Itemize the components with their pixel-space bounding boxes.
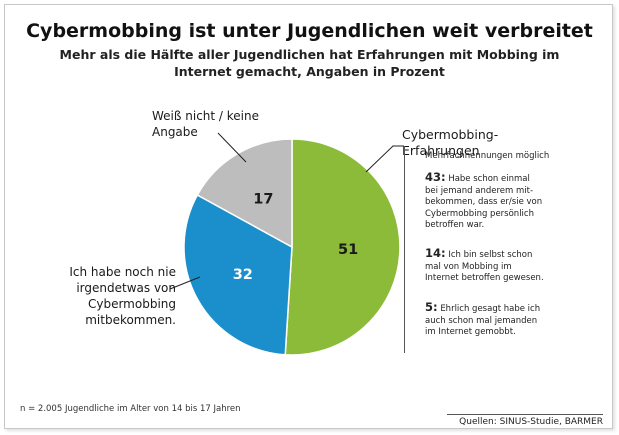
slice-value-none: 32 <box>233 267 253 283</box>
slice-value-cyber: 51 <box>338 242 358 258</box>
leader-line-none <box>169 276 201 290</box>
detail-value: 14: <box>425 246 446 260</box>
detail-text: Ich bin selbst schon mal von Mobbing im … <box>425 250 544 283</box>
detail-text: Ehrlich gesagt habe ich auch schon mal j… <box>425 304 541 337</box>
detail-value: 5: <box>425 300 438 314</box>
slice-value-unknown: 17 <box>253 192 273 208</box>
legend-label-none: Ich habe noch nie irgendetwas von Cyberm… <box>69 265 176 327</box>
pie-slice-none <box>183 193 293 356</box>
detail-item: 14: Ich bin selbst schon mal von Mobbing… <box>425 246 545 285</box>
detail-text: Habe schon einmal bei jemand anderem mit… <box>425 174 543 230</box>
source-note: Quellen: SINUS-Studie, BARMER <box>447 414 603 427</box>
chart-title: Cybermobbing ist unter Jugendlichen weit… <box>26 20 593 42</box>
leader-line-cyber <box>365 145 404 173</box>
legend-label-cyber: Cybermobbing-Erfahrungen <box>402 127 499 158</box>
leader-line-unknown <box>217 132 247 163</box>
chart-subtitle: Mehr als die Hälfte aller Jugendlichen h… <box>59 47 560 79</box>
pie-slice-unknown <box>196 138 293 249</box>
legend-label-unknown: Weiß nicht / keine Angabe <box>152 109 259 139</box>
details-note: Mehrfachnennungen möglich <box>425 151 550 161</box>
details-panel <box>404 146 555 353</box>
footnote: n = 2.005 Jugendliche im Alter von 14 bi… <box>20 404 241 414</box>
detail-item: 43: Habe schon einmal bei jemand anderem… <box>425 170 545 232</box>
detail-value: 43: <box>425 170 446 184</box>
detail-item: 5: Ehrlich gesagt habe ich auch schon ma… <box>425 300 545 339</box>
pie-slice-cyber <box>284 138 401 356</box>
